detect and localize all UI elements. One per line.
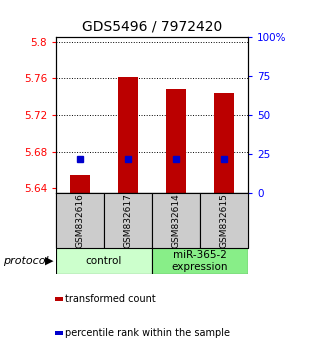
Bar	[56, 193, 104, 248]
Bar	[55, 331, 63, 335]
Title: GDS5496 / 7972420: GDS5496 / 7972420	[82, 19, 222, 33]
Bar	[214, 93, 234, 193]
Text: protocol: protocol	[3, 256, 49, 266]
Bar	[104, 193, 152, 248]
Bar	[152, 193, 200, 248]
Bar	[56, 248, 152, 274]
Text: ▶: ▶	[45, 256, 54, 266]
Bar	[55, 297, 63, 301]
Bar	[118, 76, 138, 193]
Text: miR-365-2
expression: miR-365-2 expression	[172, 250, 228, 272]
Text: GSM832615: GSM832615	[220, 193, 228, 248]
Bar	[70, 175, 90, 193]
Text: GSM832614: GSM832614	[172, 193, 180, 248]
Text: percentile rank within the sample: percentile rank within the sample	[65, 328, 230, 338]
Text: GSM832616: GSM832616	[76, 193, 84, 248]
Bar	[166, 90, 186, 193]
Bar	[200, 193, 248, 248]
Text: control: control	[86, 256, 122, 266]
Bar	[152, 248, 248, 274]
Text: GSM832617: GSM832617	[124, 193, 132, 248]
Text: transformed count: transformed count	[65, 294, 156, 304]
